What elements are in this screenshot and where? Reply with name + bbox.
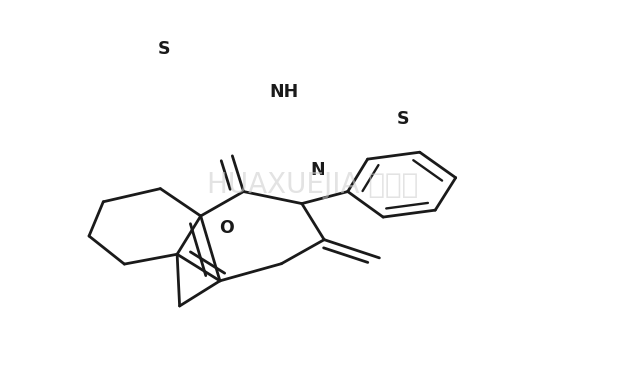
Text: S: S: [158, 40, 170, 58]
Text: O: O: [218, 219, 233, 237]
Text: HUAXUEJIA 化学加: HUAXUEJIA 化学加: [207, 171, 419, 199]
Text: N: N: [310, 161, 325, 179]
Text: NH: NH: [270, 83, 299, 101]
Text: S: S: [397, 110, 409, 128]
